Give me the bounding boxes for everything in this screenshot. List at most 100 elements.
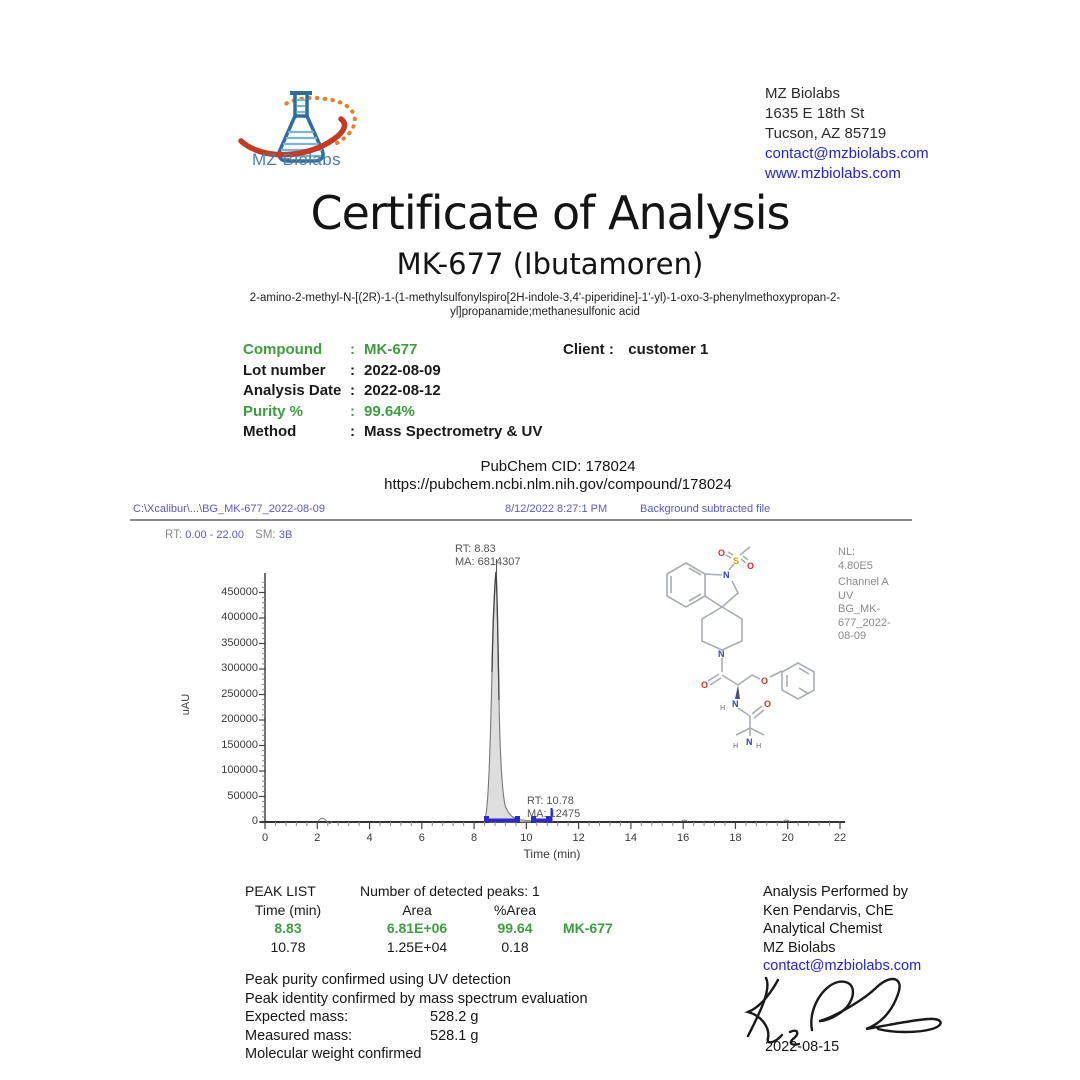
- performed-by-label: Analysis Performed by: [763, 884, 909, 900]
- mz-biolabs-logo: [238, 91, 357, 163]
- svg-text:N: N: [732, 699, 739, 709]
- measured-mass-label: Measured mass:: [245, 1027, 353, 1044]
- info-row-purity: Purity %:99.64%: [243, 402, 415, 420]
- molecule-structure: N S O O N O O N H O N H H: [666, 546, 815, 750]
- svg-text:H: H: [756, 741, 761, 750]
- info-row-method: Method: Mass Spectrometry & UV: [243, 423, 543, 440]
- info-label: Analysis Date: [243, 382, 342, 399]
- acquisition-timestamp: 8/12/2022 8:27:1 PM: [505, 503, 608, 515]
- pubchem-url-link[interactable]: https://pubchem.ncbi.nlm.nih.gov/compoun…: [384, 476, 732, 493]
- raw-file-path: C:\Xcalibur\...\BG_MK-677_2022-08-09: [133, 503, 325, 515]
- molecular-weight-confirmation: Molecular weight confirmed: [245, 1046, 422, 1062]
- tick-label: 300000: [221, 662, 258, 674]
- rt-sm-line: RT: 0.00 - 22.00 SM: 3B: [165, 529, 293, 541]
- tick-label: 0: [251, 815, 258, 827]
- col-header-time: Time (min): [254, 902, 322, 918]
- peak-label-1: RT: 8.83 MA: 6814307: [455, 543, 521, 568]
- tick-label: 8: [471, 832, 478, 844]
- info-value: 2022-08-12: [364, 382, 441, 399]
- tick-label: 2: [314, 832, 321, 844]
- svg-text:O: O: [747, 561, 754, 571]
- expected-mass-label: Expected mass:: [245, 1009, 349, 1025]
- detected-peaks-line: Number of detected peaks: 1: [360, 883, 540, 899]
- tick-label: 50000: [227, 789, 258, 802]
- page-title: Certificate of Analysis: [310, 186, 790, 240]
- client-row: Client : customer 1: [563, 341, 708, 359]
- info-value: MK-677: [364, 341, 418, 358]
- info-label: Method: [243, 423, 297, 440]
- main-peak: [482, 571, 545, 823]
- letterhead-email-link[interactable]: contact@mzbiolabs.com: [765, 145, 929, 162]
- info-label: Purity %: [243, 402, 304, 420]
- col-header-area: Area: [402, 902, 432, 918]
- tick-label: 250000: [221, 687, 258, 700]
- letterhead-street: 1635 E 18th St: [765, 105, 865, 122]
- pubchem-cid: PubChem CID: 178024: [480, 458, 636, 475]
- svg-text:O: O: [701, 680, 708, 690]
- letterhead-address: MZ Biolabs 1635 E 18th St Tucson, AZ 857…: [765, 84, 929, 184]
- info-value: 2022-08-09: [364, 361, 441, 379]
- tick-label: 10: [520, 832, 533, 844]
- svg-text:N: N: [718, 649, 725, 659]
- logo-wordmark: MZ Biolabs: [252, 150, 342, 169]
- expected-mass-value: 528.2 g: [430, 1009, 479, 1025]
- tick-label: 4: [366, 832, 373, 844]
- svg-text:O: O: [764, 699, 771, 709]
- info-value: Mass Spectrometry & UV: [364, 423, 543, 440]
- letterhead-website-link[interactable]: www.mzbiolabs.com: [765, 165, 901, 182]
- tick-label: 22: [833, 832, 847, 844]
- client-value: customer 1: [628, 341, 709, 358]
- baseline-bump: [680, 819, 689, 822]
- tick-label: 150000: [221, 738, 258, 751]
- client-label: Client :: [563, 341, 614, 358]
- svg-text:N: N: [723, 570, 730, 580]
- svg-text:S: S: [733, 556, 739, 566]
- x-axis-title: Time (min): [523, 847, 581, 861]
- peak-label-2: RT: 10.78 MA: 12475: [527, 795, 581, 820]
- tick-label: 350000: [221, 636, 258, 649]
- signature: [744, 976, 942, 1046]
- measured-mass-value: 528.1 g: [430, 1027, 479, 1044]
- tick-label: 18: [729, 832, 742, 844]
- col-header-pct-area: %Area: [493, 902, 537, 918]
- tick-label: 20: [781, 832, 794, 844]
- stereo-wedge-bond: [735, 685, 740, 699]
- info-label: Lot number: [243, 361, 326, 379]
- info-row-analysis-date: Analysis Date:2022-08-12: [243, 382, 441, 399]
- svg-text:H: H: [733, 741, 738, 750]
- svg-text:H: H: [720, 703, 725, 712]
- tick-label: 6: [418, 832, 425, 844]
- tick-label: 450000: [221, 585, 258, 598]
- tick-label: 14: [624, 832, 638, 844]
- logo-orbit-dotted-arc: [282, 95, 357, 145]
- svg-text:O: O: [761, 676, 768, 686]
- tick-label: 0: [261, 832, 269, 844]
- channel-legend: NL: 4.80E5 Channel A UV BG_MK- 677_2022-…: [838, 546, 891, 642]
- info-value: 99.64%: [364, 402, 415, 420]
- header-divider: [130, 519, 912, 521]
- background-subtracted-note: Background subtracted file: [640, 503, 771, 515]
- info-label: Compound: [243, 341, 323, 358]
- purity-confirmation: Peak purity confirmed using UV detection: [245, 972, 511, 988]
- baseline-bump: [782, 819, 791, 822]
- compound-subtitle: MK-677 (Ibutamoren): [396, 247, 704, 281]
- analyst-email-link[interactable]: contact@mzbiolabs.com: [763, 958, 922, 974]
- analyst-company: MZ Biolabs: [763, 939, 836, 956]
- identity-confirmation: Peak identity confirmed by mass spectrum…: [245, 990, 588, 1007]
- signoff-block: Analysis Performed by Ken Pendarvis, ChE…: [763, 883, 921, 976]
- analyst-name: Ken Pendarvis, ChE: [763, 902, 894, 919]
- letterhead-company: MZ Biolabs: [765, 85, 841, 102]
- confirmation-block: Peak purity confirmed using UV detection…: [245, 971, 588, 1064]
- tick-label: 16: [677, 832, 690, 844]
- analyst-title: Analytical Chemist: [763, 921, 883, 937]
- svg-text:N: N: [746, 737, 753, 747]
- baseline-bump: [317, 817, 333, 824]
- tick-label: 100000: [221, 764, 258, 776]
- info-row-lot: Lot number:2022-08-09: [243, 361, 441, 379]
- svg-text:O: O: [718, 548, 725, 558]
- letterhead-city: Tucson, AZ 85719: [765, 125, 887, 142]
- logo-swoosh: [238, 116, 348, 158]
- chemical-iupac-name: 2-amino-2-methyl-N-[(2R)-1-(1-methylsulf…: [249, 292, 841, 318]
- tick-label: 400000: [221, 611, 258, 623]
